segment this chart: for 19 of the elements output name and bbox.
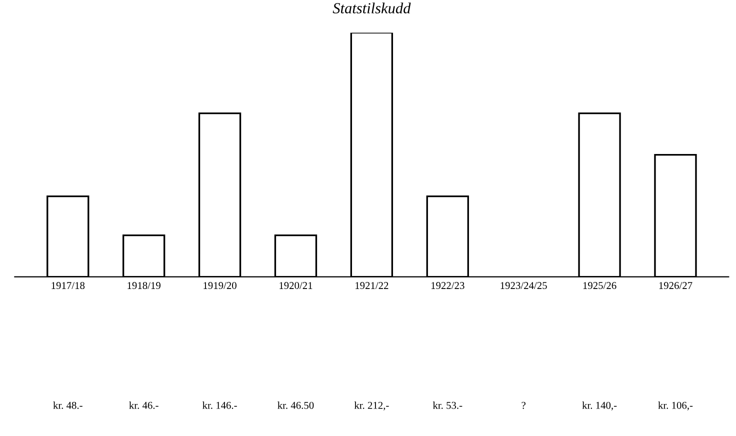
chart-title: Statstilskudd [332,2,411,14]
text: kr. 212,- [354,402,389,410]
text: kr. 140,- [582,402,617,410]
x-tick-label: 1920/21 [280,282,312,290]
x-tick-label: 1919/20 [204,282,236,290]
text: kr. 146.- [202,402,237,409]
text: kr. 46.50 [278,402,314,409]
x-tick-label: 1926/27 [659,282,692,290]
x-tick-label: 1918/19 [128,282,160,290]
text: ? [522,402,526,409]
x-tick-label: 1921/22 [356,282,388,290]
text: kr. 46.- [129,402,158,409]
text: kr. 53.- [432,402,462,409]
text: kr. 48.- [53,402,82,409]
x-tick-label: 1917/18 [52,282,85,290]
text: kr. 106,- [658,402,693,410]
x-tick-label: 1923/24/25 [500,282,547,290]
x-tick-label: 1925/26 [583,282,616,290]
x-tick-label: 1922/23 [431,282,464,290]
